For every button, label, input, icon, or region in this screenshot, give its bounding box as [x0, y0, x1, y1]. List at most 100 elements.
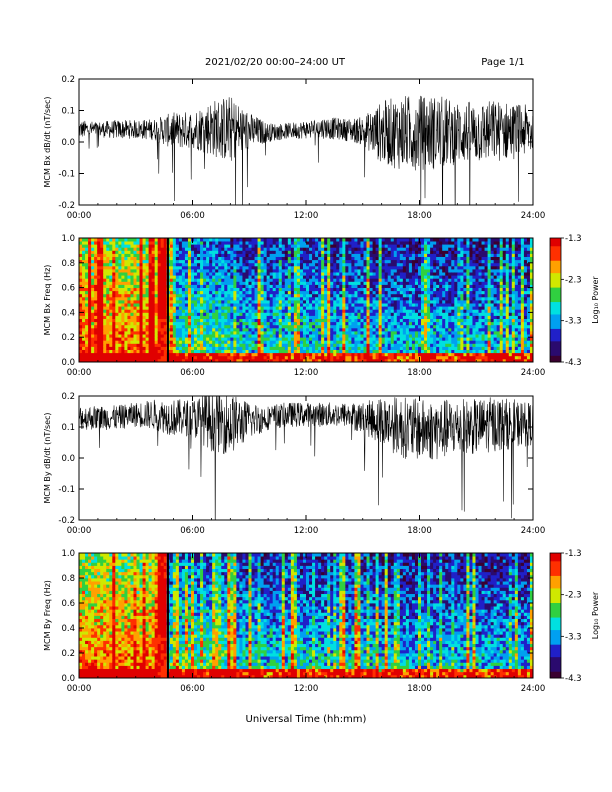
- heatmap-cell: [163, 334, 168, 338]
- heatmap-cell: [236, 259, 240, 264]
- heatmap-cell: [330, 346, 334, 350]
- heatmap-cell: [233, 287, 237, 292]
- heatmap-cell: [230, 306, 234, 310]
- heatmap-cell: [266, 343, 271, 347]
- heatmap-cell: [97, 256, 101, 261]
- heatmap-cell: [324, 290, 328, 295]
- heatmap-cell: [378, 265, 383, 270]
- heatmap-cell: [445, 358, 449, 363]
- heatmap-cell: [181, 352, 186, 357]
- heatmap-cell: [393, 312, 398, 316]
- heatmap-cell: [106, 324, 110, 329]
- heatmap-cell: [139, 331, 143, 335]
- heatmap-cell: [366, 340, 370, 344]
- heatmap-cell: [184, 349, 189, 354]
- heatmap-cell: [293, 346, 298, 350]
- heatmap-cell: [421, 318, 425, 323]
- heatmap-cell: [424, 265, 428, 270]
- heatmap-cell: [351, 256, 355, 261]
- heatmap-cell: [430, 296, 434, 301]
- heatmap-cell: [445, 343, 449, 347]
- heatmap-cell: [112, 253, 116, 257]
- heatmap-cell: [351, 284, 355, 288]
- heatmap-cell: [163, 253, 168, 257]
- heatmap-cell: [254, 238, 258, 242]
- heatmap-cell: [190, 324, 195, 329]
- heatmap-cell: [393, 355, 398, 360]
- heatmap-cell: [200, 340, 204, 344]
- heatmap-cell: [312, 278, 316, 282]
- heatmap-cell: [381, 290, 386, 295]
- heatmap-cell: [366, 324, 370, 329]
- heatmap-cell: [330, 337, 334, 341]
- heatmap-cell: [197, 312, 201, 316]
- heatmap-cell: [197, 346, 201, 350]
- heatmap-cell: [266, 269, 271, 273]
- heatmap-cell: [366, 262, 370, 267]
- heatmap-cell: [209, 253, 213, 257]
- heatmap-cell: [411, 343, 416, 347]
- heatmap-cell: [360, 352, 364, 357]
- heatmap-cell: [203, 309, 207, 313]
- heatmap-cell: [118, 358, 122, 363]
- heatmap-cell: [112, 343, 116, 347]
- heatmap-cell: [402, 346, 407, 350]
- heatmap-cell: [421, 253, 425, 257]
- heatmap-cell: [278, 343, 283, 347]
- heatmap-cell: [218, 256, 222, 261]
- heatmap-cell: [200, 259, 204, 264]
- heatmap-cell: [384, 250, 389, 254]
- heatmap-cell: [203, 290, 207, 295]
- heatmap-cell: [94, 278, 98, 282]
- heatmap-cell: [278, 247, 283, 251]
- heatmap-cell: [436, 244, 440, 248]
- heatmap-cell: [178, 247, 183, 251]
- heatmap-cell: [154, 259, 159, 264]
- heatmap-cell: [363, 343, 367, 347]
- heatmap-cell: [200, 324, 204, 329]
- heatmap-cell: [175, 256, 180, 261]
- heatmap-cell: [360, 290, 364, 295]
- heatmap-cell: [402, 262, 407, 267]
- heatmap-cell: [157, 256, 162, 261]
- heatmap-cell: [209, 278, 213, 282]
- heatmap-cell: [287, 355, 292, 360]
- heatmap-cell: [381, 312, 386, 316]
- heatmap-cell: [375, 312, 380, 316]
- heatmap-cell: [381, 281, 386, 285]
- heatmap-cell: [321, 337, 325, 341]
- heatmap-cell: [321, 244, 325, 248]
- heatmap-cell: [396, 312, 401, 316]
- heatmap-cell: [227, 321, 231, 326]
- heatmap-cell: [357, 250, 361, 254]
- heatmap-cell: [112, 247, 116, 251]
- heatmap-cell: [103, 324, 107, 329]
- heatmap-cell: [160, 253, 165, 257]
- heatmap-cell: [151, 250, 156, 254]
- heatmap-cell: [109, 315, 113, 319]
- heatmap-cell: [169, 349, 174, 354]
- heatmap-cell: [436, 262, 440, 267]
- heatmap-cell: [85, 265, 89, 270]
- heatmap-cell: [224, 327, 228, 332]
- heatmap-cell: [115, 331, 119, 335]
- heatmap-cell: [348, 300, 352, 304]
- heatmap-cell: [354, 312, 358, 316]
- heatmap-cell: [242, 265, 246, 270]
- heatmap-cell: [399, 278, 404, 282]
- heatmap-cell: [187, 281, 192, 285]
- heatmap-cell: [287, 281, 292, 285]
- heatmap-cell: [354, 275, 358, 279]
- heatmap-cell: [203, 349, 207, 354]
- heatmap-cell: [100, 327, 104, 332]
- heatmap-cell: [245, 321, 249, 326]
- heatmap-cell: [178, 355, 183, 360]
- heatmap-cell: [190, 269, 195, 273]
- heatmap-cell: [302, 321, 307, 326]
- heatmap-cell: [390, 327, 395, 332]
- heatmap-cell: [414, 262, 419, 267]
- heatmap-cell: [209, 269, 213, 273]
- heatmap-cell: [184, 278, 189, 282]
- heatmap-cell: [103, 275, 107, 279]
- heatmap-cell: [239, 238, 243, 242]
